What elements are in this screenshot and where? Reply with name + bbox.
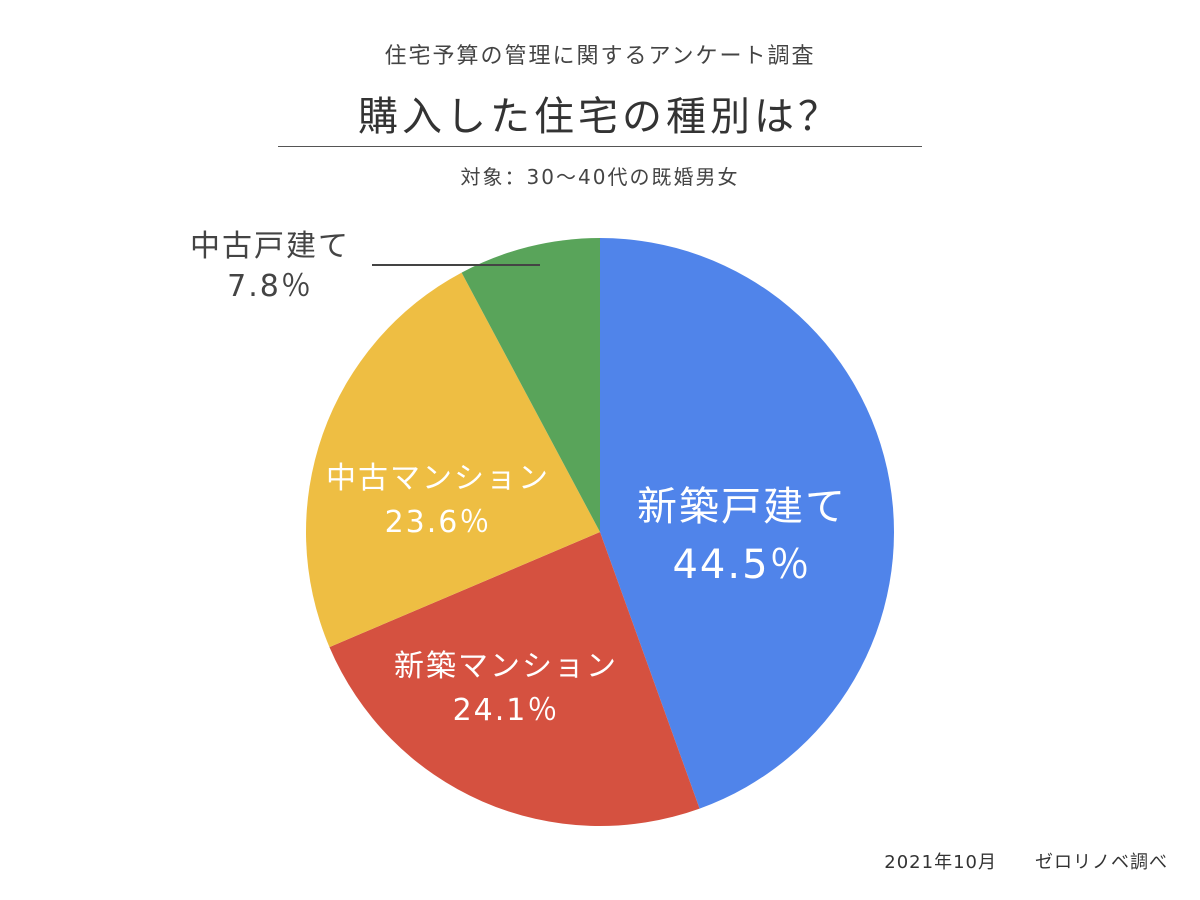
slice-chuko-kodate-label: 中古戸建て — [190, 229, 350, 264]
slice-shinchiku-mansion-value: 24.1％ — [453, 693, 560, 728]
slice-shinchiku-mansion — [329, 532, 700, 826]
source-credit: 2021年10月 ゼロリノベ調べ — [884, 848, 1168, 874]
slice-shinchiku-mansion-label: 新築マンション — [394, 649, 618, 684]
slice-chuko-kodate — [461, 238, 600, 532]
slice-chuko-mansion-label: 中古マンション — [326, 461, 550, 496]
slice-shinchiku-kodate-value: 44.5％ — [672, 542, 811, 588]
slice-shinchiku-kodate — [600, 238, 894, 809]
credit-source: ゼロリノベ調べ — [1035, 852, 1168, 873]
slice-chuko-mansion-value: 23.6％ — [385, 505, 492, 540]
slice-chuko-kodate-value: 7.8％ — [227, 269, 313, 304]
title-divider — [278, 146, 922, 147]
survey-title: 住宅予算の管理に関するアンケート調査 — [384, 44, 816, 69]
slice-shinchiku-kodate-label: 新築戸建て — [637, 484, 847, 530]
credit-date: 2021年10月 — [884, 852, 997, 873]
chart-title: 購入した住宅の種別は？ — [358, 94, 842, 140]
slice-chuko-mansion — [306, 272, 600, 648]
chart-subtitle: 対象：30〜40代の既婚男女 — [460, 165, 740, 189]
